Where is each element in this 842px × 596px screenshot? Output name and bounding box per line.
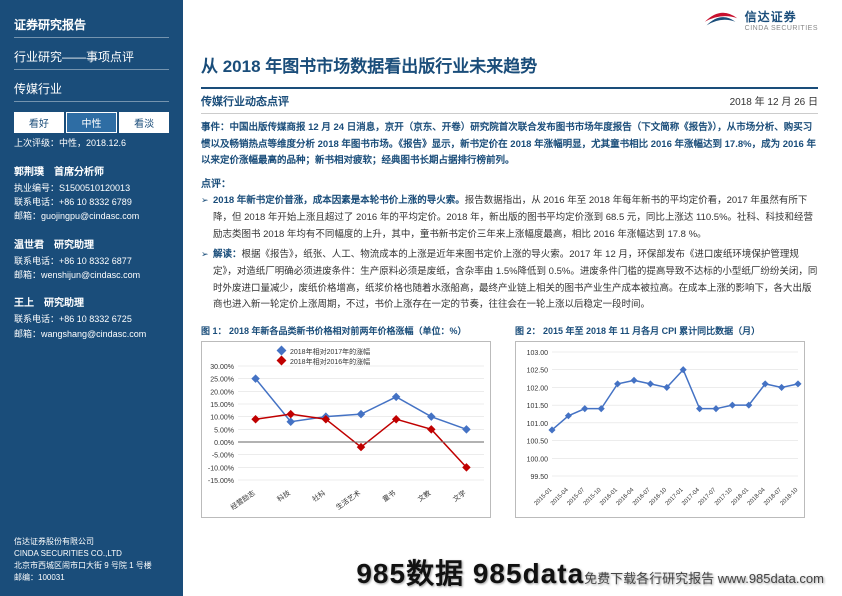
bullet-title: 解读： [213, 249, 242, 260]
subtitle-row: 传媒行业动态点评 2018 年 12 月 26 日 [201, 87, 818, 114]
rating-buttons: 看好 中性 看淡 [14, 112, 169, 133]
brand-name-cn: 信达证券 [745, 8, 818, 25]
report-date: 2018 年 12 月 26 日 [730, 93, 818, 109]
chart-2: 图 2： 2015 年至 2018 年 11 月各月 CPI 累计同比数据（月）… [515, 324, 805, 518]
svg-text:101.50: 101.50 [527, 403, 549, 410]
analyst-email: 邮箱：guojingpu@cindasc.com [14, 209, 169, 223]
svg-text:0.00%: 0.00% [214, 440, 234, 447]
svg-text:102.50: 102.50 [527, 367, 549, 374]
chart-1: 图 1： 2018 年新各品类新书价格相对前两年价格涨幅（单位：%） -15.0… [201, 324, 491, 518]
svg-text:102.00: 102.00 [527, 385, 549, 392]
company-name: 信达证券股份有限公司 [14, 536, 152, 548]
chart-1-title: 图 1： 2018 年新各品类新书价格相对前两年价格涨幅（单位：%） [201, 324, 491, 337]
watermark-big: 985数据 985data [356, 558, 584, 589]
rating-good-button[interactable]: 看好 [14, 112, 64, 133]
chart-2-title: 图 2： 2015 年至 2018 年 11 月各月 CPI 累计同比数据（月） [515, 324, 805, 337]
svg-text:10.00%: 10.00% [210, 414, 234, 421]
svg-text:25.00%: 25.00% [210, 376, 234, 383]
analyst-block: 王上 研究助理联系电话：+86 10 8332 6725邮箱：wangshang… [14, 296, 169, 341]
body-text: 事件：中国出版传媒商报 12 月 24 日消息，京开（京东、开卷）研究院首次联合… [201, 120, 818, 314]
svg-text:103.00: 103.00 [527, 350, 549, 357]
analyst-email: 邮箱：wenshijun@cindasc.com [14, 268, 169, 282]
bullet-title: 2018 年新书定价普涨，成本因素是本轮书价上涨的导火索。 [213, 195, 465, 206]
chart-2-svg: 99.50 100.00 100.50 101.00 101.50 102.00 102.5… [518, 344, 804, 512]
watermark-small: 免费下载各行研究报告 www.985data.com [584, 571, 824, 586]
charts-row: 图 1： 2018 年新各品类新书价格相对前两年价格涨幅（单位：%） -15.0… [201, 324, 818, 518]
brand-name-en: CINDA SECURITIES [745, 25, 818, 32]
bullet-body: 根据《报告》，纸张、人工、物流成本的上涨是近年来图书定价上涨的导火索。2017 … [213, 249, 817, 310]
analyst-block: 温世君 研究助理联系电话：+86 10 8332 6877邮箱：wenshiju… [14, 238, 169, 283]
company-name-en: CINDA SECURITIES CO.,LTD [14, 548, 152, 560]
company-address: 北京市西城区闹市口大街 9 号院 1 号楼 [14, 560, 152, 572]
svg-text:30.00%: 30.00% [210, 364, 234, 371]
analyst-block: 郭荆璞 首席分析师执业编号：S1500510120013联系电话：+86 10 … [14, 165, 169, 224]
svg-text:101.00: 101.00 [527, 421, 549, 428]
sidebar-heading-media: 传媒行业 [14, 80, 169, 102]
svg-text:5.00%: 5.00% [214, 427, 234, 434]
svg-text:-5.00%: -5.00% [212, 452, 234, 459]
brand-logo: 信达证券 CINDA SECURITIES [703, 8, 818, 32]
chart-1-svg: -15.00% -10.00% -5.00% 0.00% 5.00% 10.00% 15.0… [204, 344, 490, 512]
analyst-name: 郭荆璞 首席分析师 [14, 165, 169, 181]
event-paragraph: 事件：中国出版传媒商报 12 月 24 日消息，京开（京东、开卷）研究院首次联合… [201, 120, 818, 170]
subtitle: 传媒行业动态点评 [201, 93, 289, 109]
logo-swoosh-icon [703, 8, 739, 32]
svg-text:-10.00%: -10.00% [208, 465, 234, 472]
svg-text:99.50: 99.50 [530, 474, 548, 481]
comment-label: 点评： [201, 176, 818, 194]
svg-text:20.00%: 20.00% [210, 389, 234, 396]
analyst-phone: 联系电话：+86 10 8332 6877 [14, 254, 169, 268]
svg-text:100.00: 100.00 [527, 456, 549, 463]
rating-note: 上次评级：中性，2018.12.6 [14, 137, 169, 151]
event-text: 事件：中国出版传媒商报 12 月 24 日消息，京开（京东、开卷）研究院首次联合… [201, 122, 816, 166]
company-postcode: 邮编：100031 [14, 572, 152, 584]
svg-text:15.00%: 15.00% [210, 402, 234, 409]
bullet-item: 解读：根据《报告》，纸张、人工、物流成本的上涨是近年来图书定价上涨的导火索。20… [201, 247, 818, 314]
bullet-item: 2018 年新书定价普涨，成本因素是本轮书价上涨的导火索。报告数据指出，从 20… [201, 193, 818, 243]
svg-text:-15.00%: -15.00% [208, 478, 234, 485]
svg-text:2018年相对2016年的涨幅: 2018年相对2016年的涨幅 [290, 357, 370, 366]
sidebar: 证券研究报告 行业研究——事项点评 传媒行业 看好 中性 看淡 上次评级：中性，… [0, 0, 183, 596]
page-title: 从 2018 年图书市场数据看出版行业未来趋势 [201, 52, 818, 77]
analyst-license: 执业编号：S1500510120013 [14, 181, 169, 195]
main-content: 信达证券 CINDA SECURITIES 从 2018 年图书市场数据看出版行… [183, 0, 842, 596]
header: 信达证券 CINDA SECURITIES [201, 0, 818, 46]
analyst-phone: 联系电话：+86 10 8332 6789 [14, 195, 169, 209]
rating-bad-button[interactable]: 看淡 [119, 112, 169, 133]
watermark: 985数据 985data免费下载各行研究报告 www.985data.com [356, 552, 824, 592]
analyst-name: 温世君 研究助理 [14, 238, 169, 254]
analyst-name: 王上 研究助理 [14, 296, 169, 312]
sidebar-heading-report: 证券研究报告 [14, 16, 169, 38]
sidebar-heading-industry: 行业研究——事项点评 [14, 48, 169, 70]
analyst-phone: 联系电话：+86 10 8332 6725 [14, 312, 169, 326]
sidebar-footer: 信达证券股份有限公司 CINDA SECURITIES CO.,LTD 北京市西… [14, 536, 152, 584]
rating-neutral-button[interactable]: 中性 [66, 112, 118, 133]
analyst-email: 邮箱：wangshang@cindasc.com [14, 327, 169, 341]
svg-text:100.50: 100.50 [527, 438, 549, 445]
svg-text:2018年相对2017年的涨幅: 2018年相对2017年的涨幅 [290, 347, 370, 356]
